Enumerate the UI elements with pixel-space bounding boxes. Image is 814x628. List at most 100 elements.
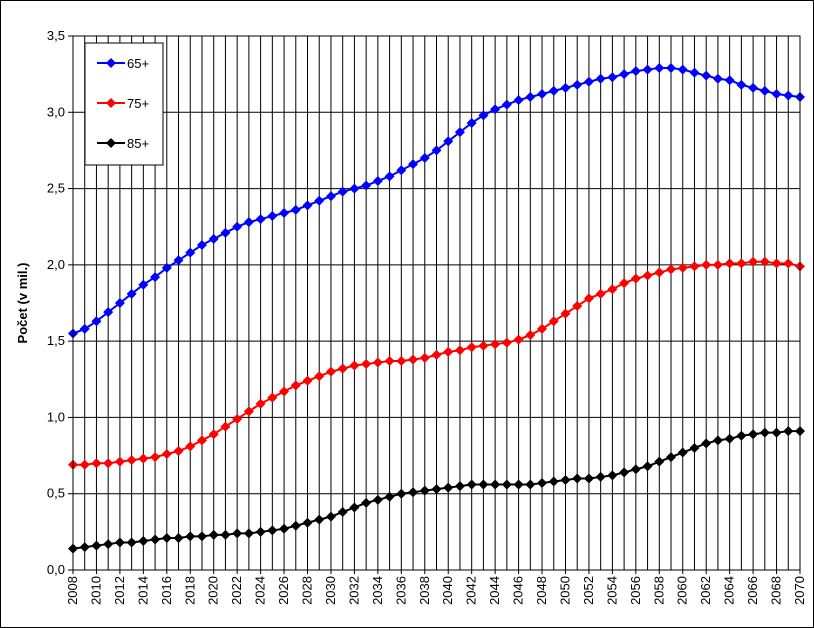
data-point [724, 258, 735, 269]
data-point [431, 349, 442, 360]
data-point [173, 255, 184, 266]
x-tick-label: 2014 [135, 576, 150, 605]
data-point [361, 359, 372, 370]
data-point [607, 284, 618, 295]
data-point [126, 288, 137, 299]
data-point [408, 487, 419, 498]
legend-marker [106, 138, 116, 148]
data-point [243, 406, 254, 417]
data-point [431, 145, 442, 156]
data-point [654, 456, 665, 467]
data-point [220, 227, 231, 238]
x-tick-label: 2010 [88, 576, 103, 605]
x-tick-label: 2052 [581, 576, 596, 605]
data-point [91, 458, 102, 469]
data-point [607, 72, 618, 83]
data-point [642, 270, 653, 281]
data-point [372, 175, 383, 186]
data-point [595, 471, 606, 482]
y-tick-label: 3,5 [47, 28, 65, 43]
data-point [150, 452, 161, 463]
data-point [91, 316, 102, 327]
data-point [537, 88, 548, 99]
data-point [126, 537, 137, 548]
x-tick-label: 2050 [557, 576, 572, 605]
data-point [466, 479, 477, 490]
data-point [114, 537, 125, 548]
data-point [712, 73, 723, 84]
data-point [478, 340, 489, 351]
data-point [724, 75, 735, 86]
data-point [103, 458, 114, 469]
data-point [79, 323, 90, 334]
data-point [490, 479, 501, 490]
data-point [466, 117, 477, 128]
data-point [454, 481, 465, 492]
data-point [548, 85, 559, 96]
data-point [701, 70, 712, 81]
data-point [372, 494, 383, 505]
data-point [208, 529, 219, 540]
data-point [384, 355, 395, 366]
x-tick-label: 2056 [628, 576, 643, 605]
data-point [419, 153, 430, 164]
data-point [196, 531, 207, 542]
data-point [138, 279, 149, 290]
data-point [302, 375, 313, 386]
data-point [396, 488, 407, 499]
x-tick-label: 2036 [393, 576, 408, 605]
data-point [572, 301, 583, 312]
data-point [478, 110, 489, 121]
x-tick-label: 2058 [651, 576, 666, 605]
y-tick-label: 2,5 [47, 181, 65, 196]
data-point [759, 256, 770, 267]
data-point [478, 479, 489, 490]
data-point [337, 363, 348, 374]
data-point [759, 85, 770, 96]
y-tick-label: 0,0 [47, 562, 65, 577]
y-tick-label: 2,0 [47, 257, 65, 272]
data-point [79, 542, 90, 553]
data-point [337, 186, 348, 197]
data-point [607, 470, 618, 481]
data-point [361, 497, 372, 508]
data-point [548, 476, 559, 487]
data-point [443, 346, 454, 357]
data-point [619, 467, 630, 478]
data-point [630, 464, 641, 475]
x-tick-label: 2026 [276, 576, 291, 605]
data-point [748, 82, 759, 93]
data-point [630, 273, 641, 284]
data-point [537, 323, 548, 334]
x-tick-label: 2060 [675, 576, 690, 605]
x-tick-label: 2064 [722, 576, 737, 605]
data-point [654, 63, 665, 74]
plot-border [72, 35, 801, 571]
data-point [161, 262, 172, 273]
data-point [701, 438, 712, 449]
data-point [325, 191, 336, 202]
data-point [243, 217, 254, 228]
data-point [701, 259, 712, 270]
x-tick-label: 2062 [698, 576, 713, 605]
data-point [384, 491, 395, 502]
x-tick-label: 2020 [206, 576, 221, 605]
data-point [173, 445, 184, 456]
x-tick-label: 2070 [792, 576, 807, 605]
data-point [220, 529, 231, 540]
data-point [279, 386, 290, 397]
x-tick-label: 2024 [253, 576, 268, 605]
data-point [419, 352, 430, 363]
data-point [560, 308, 571, 319]
data-point [279, 523, 290, 534]
data-point [783, 426, 794, 437]
y-tick-label: 3,0 [47, 104, 65, 119]
legend-marker [106, 58, 116, 68]
x-tick-label: 2022 [229, 576, 244, 605]
data-point [443, 482, 454, 493]
data-point [454, 345, 465, 356]
data-point [232, 221, 243, 232]
data-point [525, 479, 536, 490]
data-point [443, 136, 454, 147]
